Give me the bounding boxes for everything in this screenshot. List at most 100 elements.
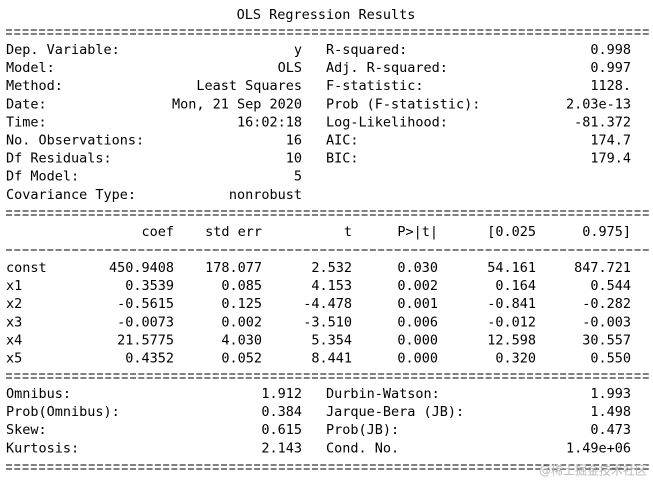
cell: 178.077 [205,260,262,276]
stat-label: Kurtosis: [6,440,79,456]
cell: 4.153 [311,278,352,294]
stat-label: Omnibus: [6,386,71,402]
stat-value: 2.03e-13 [566,96,631,112]
row-name: x3 [6,314,22,330]
stat-value: 1.912 [261,386,302,402]
cell: -4.478 [303,296,352,312]
stat-value: 0.997 [590,60,631,76]
column-header: [0.025 [487,224,536,240]
stat-label: R-squared: [326,42,407,58]
cell: 0.4352 [125,351,174,367]
stat-value: 0.998 [590,42,631,58]
stat-label: BIC: [326,151,359,167]
stat-label: Cond. No. [326,440,399,456]
cell: 0.002 [221,314,262,330]
cell: -0.5615 [117,296,174,312]
stat-label: Covariance Type: [6,187,136,203]
cell: -3.510 [303,314,352,330]
cell: 12.598 [487,332,536,348]
title: OLS Regression Results [237,7,416,23]
stat-value: nonrobust [229,187,302,203]
stat-value: 2.143 [261,440,302,456]
stat-label: Prob(Omnibus): [6,404,120,420]
column-header: P>|t| [397,224,438,240]
cell: 0.544 [590,278,631,294]
stat-label: Df Model: [6,169,79,185]
cell: 54.161 [487,260,536,276]
stat-label: Date: [6,96,47,112]
cell: 30.557 [582,332,631,348]
row-name: x2 [6,296,22,312]
cell: 0.000 [397,332,438,348]
cell: 2.532 [311,260,352,276]
stat-label: Df Residuals: [6,151,112,167]
cell: 0.002 [397,278,438,294]
stat-label: Prob (F-statistic): [326,96,480,112]
stat-label: Log-Likelihood: [326,114,448,130]
cell: -0.841 [487,296,536,312]
cell: -0.282 [582,296,631,312]
cell: 0.030 [397,260,438,276]
stat-value: 0.473 [590,422,631,438]
cell: 0.085 [221,278,262,294]
stat-label: F-statistic: [326,78,424,94]
cell: 0.550 [590,351,631,367]
stat-value: Mon, 21 Sep 2020 [172,96,302,112]
column-header: 0.975] [582,224,631,240]
stat-value: OLS [278,60,302,76]
stat-value: 1.498 [590,404,631,420]
stat-value: 10 [286,151,302,167]
stat-value: 5 [294,169,302,185]
cell: -0.003 [582,314,631,330]
cell: 4.030 [221,332,262,348]
stat-value: 1128. [590,78,631,94]
stat-value: 16:02:18 [237,114,302,130]
stat-label: No. Observations: [6,133,144,149]
cell: 0.006 [397,314,438,330]
stat-label: Time: [6,114,47,130]
stat-value: 0.615 [261,422,302,438]
stat-value: Least Squares [196,78,302,94]
row-name: const [6,260,47,276]
cell: 0.3539 [125,278,174,294]
column-header: std err [205,224,262,240]
stat-value: 1.49e+06 [566,440,631,456]
cell: -0.0073 [117,314,174,330]
stat-label: Adj. R-squared: [326,60,448,76]
stat-value: y [294,42,302,58]
stat-label: Method: [6,78,63,94]
stat-value: 0.384 [261,404,302,420]
cell: 21.5775 [117,332,174,348]
stat-value: 174.7 [590,133,631,149]
stat-label: Prob(JB): [326,422,399,438]
stat-label: Skew: [6,422,47,438]
cell: 0.125 [221,296,262,312]
stat-value: 16 [286,133,302,149]
row-name: x5 [6,351,22,367]
cell: 0.001 [397,296,438,312]
stat-label: Dep. Variable: [6,42,120,58]
cell: 8.441 [311,351,352,367]
stat-label: Model: [6,60,55,76]
stat-label: Jarque-Bera (JB): [326,404,464,420]
column-header: coef [141,224,174,240]
cell: 5.354 [311,332,352,348]
stat-value: -81.372 [574,114,631,130]
column-header: t [344,224,352,240]
stat-label: Durbin-Watson: [326,386,440,402]
stat-value: 1.993 [590,386,631,402]
cell: 847.721 [574,260,631,276]
row-name: x4 [6,332,22,348]
cell: 0.320 [495,351,536,367]
cell: -0.012 [487,314,536,330]
cell: 0.052 [221,351,262,367]
cell: 0.000 [397,351,438,367]
stat-label: AIC: [326,133,359,149]
cell: 0.164 [495,278,536,294]
cell: 450.9408 [109,260,174,276]
watermark: @稀土掘金技术社区 [539,463,647,478]
row-name: x1 [6,278,22,294]
stat-value: 179.4 [590,151,631,167]
